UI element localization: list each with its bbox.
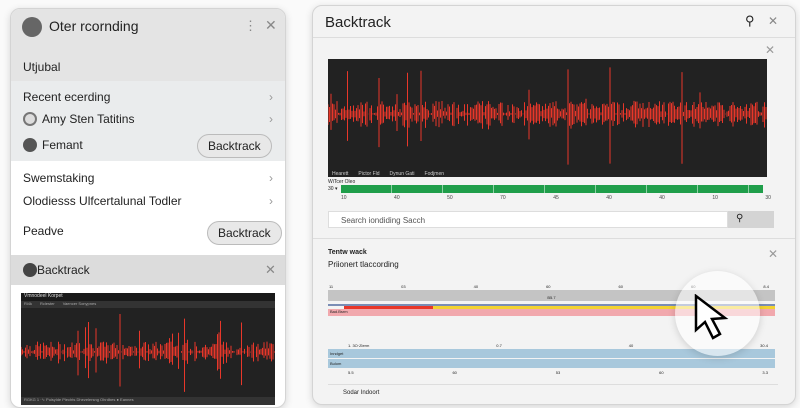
- backtrack-panel: Backtrack ⚲ ✕ ✕ Hearett Pictor Fld Dynun G…: [312, 5, 796, 405]
- record-icon: [23, 263, 37, 277]
- tick-label: 45: [553, 195, 559, 201]
- close-icon[interactable]: ✕: [265, 17, 277, 33]
- backtrack-button[interactable]: Backtrack: [197, 134, 272, 158]
- search-button[interactable]: ⚲: [728, 211, 774, 228]
- track-dropdown[interactable]: 30 ▾: [328, 186, 338, 192]
- blue-line: [328, 304, 775, 306]
- minus-icon: [23, 138, 37, 152]
- tick-label: 50: [447, 195, 453, 201]
- list-item[interactable]: Olodiesss Ulfcertalunal Todler ›: [23, 194, 273, 208]
- track-bar[interactable]: [341, 185, 763, 193]
- window-title: Vmnodeel Korpet: [21, 293, 275, 301]
- wave-label: Dynun Gati: [389, 171, 415, 177]
- list-item[interactable]: Amy Sten Tatitins ›: [23, 112, 273, 126]
- waveform: [20, 314, 275, 392]
- tick-label: 40: [659, 195, 665, 201]
- chevron-right-icon: ›: [269, 171, 273, 185]
- blue-track[interactable]: Bulom: [328, 359, 775, 368]
- chevron-right-icon: ›: [269, 112, 273, 126]
- close-icon[interactable]: ✕: [765, 43, 776, 57]
- tick-label: 10: [341, 195, 347, 201]
- item-label: Femant: [42, 138, 83, 152]
- toolbar-item[interactable]: Rclester: [40, 301, 55, 306]
- item-label: Peadve: [23, 224, 64, 238]
- tick-label: 10: [712, 195, 718, 201]
- list-item[interactable]: Swemstaking ›: [23, 171, 273, 185]
- wave-label: Fodjmen: [424, 171, 444, 177]
- toolbar-item[interactable]: Vaencer Sonypnes: [62, 301, 97, 306]
- yellow-track[interactable]: [344, 306, 775, 309]
- waveform: [327, 67, 767, 165]
- backtrack-button[interactable]: Backtrack: [207, 221, 282, 245]
- face-icon: [23, 112, 37, 126]
- footer-label: Sodar Indoort: [343, 390, 380, 396]
- close-icon[interactable]: ✕: [265, 262, 276, 277]
- tick-label: 30: [765, 195, 771, 201]
- panel-header: Oter rcornding ⋮ ✕ Utjubal: [11, 9, 285, 81]
- tick-label: 40: [606, 195, 612, 201]
- search-input[interactable]: Search iondiding Sacch: [328, 211, 728, 228]
- red-segment[interactable]: [344, 306, 433, 309]
- toolbar-item[interactable]: Ri4k: [24, 301, 33, 306]
- avatar: [22, 17, 42, 37]
- ruler: 1. 3O·Zlerm 0.7 40 30.4: [348, 343, 768, 348]
- track-ticks: 10 40 50 70 45 40 40 10 30: [341, 195, 771, 201]
- section-subtitle: Priionert tlaccording: [328, 260, 399, 269]
- waveform-footer: RGKG 1 ·∿ Pulsylde Plechts Dhezelersng O…: [21, 397, 275, 405]
- section-title: Tentw wack: [328, 249, 367, 256]
- waveform-toolbar: Ri4k Rclester Vaencer Sonypnes: [21, 301, 275, 308]
- waveform-path: [20, 314, 275, 392]
- panel-header: Backtrack ⚲ ✕: [313, 6, 795, 38]
- wave-label: Pictor Fld: [358, 171, 380, 177]
- list-item: Femant: [23, 138, 273, 152]
- waveform-view: Hearett Pictor Fld Dynun Gati Fodjmen: [327, 59, 767, 177]
- close-icon[interactable]: ✕: [768, 247, 779, 261]
- close-icon[interactable]: ✕: [768, 14, 779, 28]
- waveform-window: Vmnodeel Korpet Ri4k Rclester Vaencer Sony…: [20, 293, 275, 405]
- blue-track[interactable]: Inndget: [328, 349, 775, 358]
- waveform-path: [327, 67, 767, 165]
- pink-track[interactable]: Bad.Bsrm: [328, 309, 775, 316]
- tick-label: 70: [500, 195, 506, 201]
- chevron-right-icon: ›: [269, 90, 273, 104]
- list-item: Peadve: [23, 224, 273, 238]
- backtrack-title: Backtrack: [37, 263, 90, 277]
- track-label: WiTcer Oleo: [328, 179, 356, 185]
- gray-track[interactable]: B5.7: [328, 290, 775, 301]
- wave-label: Hearett: [332, 171, 349, 177]
- chevron-right-icon: ›: [269, 194, 273, 208]
- list-item[interactable]: Recent ecerding ›: [23, 90, 273, 104]
- item-label: Amy Sten Tatitins: [42, 112, 135, 126]
- recording-panel: Oter rcornding ⋮ ✕ Utjubal Recent ecerdi…: [10, 8, 286, 408]
- panel-title: Backtrack: [325, 14, 391, 31]
- item-label: Olodiesss Ulfcertalunal Todler: [23, 194, 182, 208]
- panel-subtitle: Utjubal: [23, 60, 61, 74]
- item-label: Recent ecerding: [23, 90, 111, 104]
- backtrack-header: Backtrack ✕: [11, 255, 285, 285]
- cursor-icon: [694, 294, 729, 340]
- tick-label: 40: [394, 195, 400, 201]
- item-label: Swemstaking: [23, 171, 95, 185]
- panel-title: Oter rcornding: [49, 18, 139, 34]
- more-icon[interactable]: ⋮: [244, 18, 257, 33]
- search-icon[interactable]: ⚲: [745, 13, 755, 28]
- ruler: 5.5 60 53 60 3.3: [348, 370, 768, 375]
